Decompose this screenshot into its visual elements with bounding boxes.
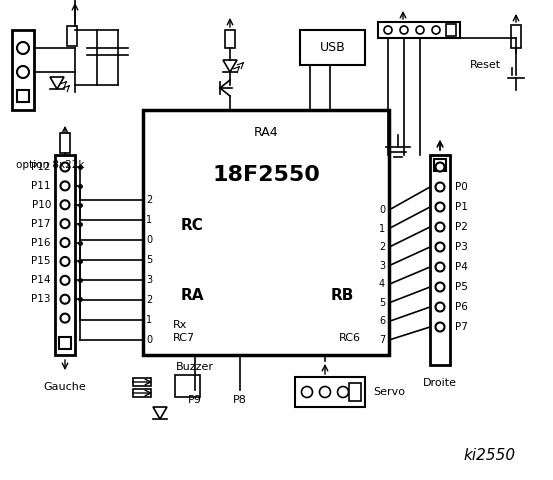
Text: 2: 2 <box>379 242 385 252</box>
Text: RC: RC <box>181 217 204 232</box>
Text: P10: P10 <box>32 200 51 210</box>
Text: P9: P9 <box>188 395 202 405</box>
Bar <box>67 26 77 46</box>
Text: Rx: Rx <box>173 320 187 330</box>
Text: P17: P17 <box>32 219 51 228</box>
Text: 3: 3 <box>146 275 152 285</box>
Bar <box>55 155 75 355</box>
Text: 4: 4 <box>379 279 385 289</box>
Text: Buzzer: Buzzer <box>176 362 214 372</box>
Bar <box>349 383 361 401</box>
Bar <box>511 25 521 48</box>
Circle shape <box>436 203 445 212</box>
Text: Droite: Droite <box>423 378 457 388</box>
Text: P2: P2 <box>455 222 468 232</box>
Text: P0: P0 <box>455 182 468 192</box>
Circle shape <box>436 323 445 332</box>
Text: 1: 1 <box>379 224 385 234</box>
Text: RA4: RA4 <box>254 125 278 139</box>
Text: P11: P11 <box>32 181 51 191</box>
Circle shape <box>60 257 70 266</box>
Text: 0: 0 <box>379 205 385 215</box>
Text: RC7: RC7 <box>173 333 195 343</box>
Text: P16: P16 <box>32 238 51 248</box>
Polygon shape <box>223 60 237 72</box>
Text: ki2550: ki2550 <box>464 447 516 463</box>
Text: 5: 5 <box>146 255 152 265</box>
Text: P5: P5 <box>455 282 468 292</box>
Bar <box>434 159 446 171</box>
Bar <box>300 30 365 65</box>
Bar <box>17 90 29 102</box>
Polygon shape <box>50 77 64 89</box>
Text: 18F2550: 18F2550 <box>212 165 320 185</box>
Text: P4: P4 <box>455 262 468 272</box>
Circle shape <box>436 163 445 171</box>
Bar <box>59 337 71 349</box>
Text: P3: P3 <box>455 242 468 252</box>
Text: 2: 2 <box>146 295 152 305</box>
Bar <box>175 375 200 397</box>
Text: P15: P15 <box>32 256 51 266</box>
Text: Servo: Servo <box>373 387 405 397</box>
Bar <box>133 389 151 397</box>
Text: 3: 3 <box>379 261 385 271</box>
Text: RA: RA <box>181 288 205 302</box>
Text: RB: RB <box>331 288 354 302</box>
Circle shape <box>17 66 29 78</box>
Text: 2: 2 <box>146 195 152 205</box>
Text: Gauche: Gauche <box>44 382 86 392</box>
Text: USB: USB <box>320 41 346 54</box>
Bar <box>378 22 460 38</box>
Text: P14: P14 <box>32 276 51 285</box>
Bar <box>295 377 365 407</box>
Text: 0: 0 <box>146 335 152 345</box>
Circle shape <box>436 242 445 252</box>
Text: P13: P13 <box>32 294 51 304</box>
Text: 0: 0 <box>146 235 152 245</box>
Circle shape <box>17 42 29 54</box>
Text: 7: 7 <box>379 335 385 345</box>
Circle shape <box>320 386 331 397</box>
Text: 6: 6 <box>379 316 385 326</box>
Circle shape <box>400 26 408 34</box>
Bar <box>446 24 456 36</box>
Circle shape <box>60 276 70 285</box>
Circle shape <box>60 200 70 209</box>
Bar <box>12 30 34 110</box>
Circle shape <box>436 182 445 192</box>
Circle shape <box>416 26 424 34</box>
Circle shape <box>301 386 312 397</box>
Text: P1: P1 <box>455 202 468 212</box>
Text: P8: P8 <box>233 395 247 405</box>
Text: 1: 1 <box>146 215 152 225</box>
Bar <box>430 155 450 365</box>
Text: Reset: Reset <box>470 60 501 70</box>
Circle shape <box>60 163 70 171</box>
Polygon shape <box>153 407 167 419</box>
Text: option 8x22k: option 8x22k <box>15 160 84 170</box>
Circle shape <box>60 181 70 191</box>
Text: RC6: RC6 <box>339 333 361 343</box>
Circle shape <box>436 223 445 231</box>
Text: P7: P7 <box>455 322 468 332</box>
Circle shape <box>60 238 70 247</box>
Circle shape <box>436 263 445 272</box>
Bar <box>60 133 70 153</box>
Circle shape <box>60 313 70 323</box>
Circle shape <box>436 302 445 312</box>
Text: P12: P12 <box>32 162 51 172</box>
Text: P6: P6 <box>455 302 468 312</box>
Text: 5: 5 <box>379 298 385 308</box>
Circle shape <box>60 295 70 304</box>
Bar <box>225 30 235 48</box>
Circle shape <box>384 26 392 34</box>
Circle shape <box>337 386 348 397</box>
Bar <box>143 110 389 355</box>
Circle shape <box>432 26 440 34</box>
Circle shape <box>436 283 445 291</box>
Text: 1: 1 <box>146 315 152 325</box>
Circle shape <box>60 219 70 228</box>
Bar <box>133 378 151 386</box>
